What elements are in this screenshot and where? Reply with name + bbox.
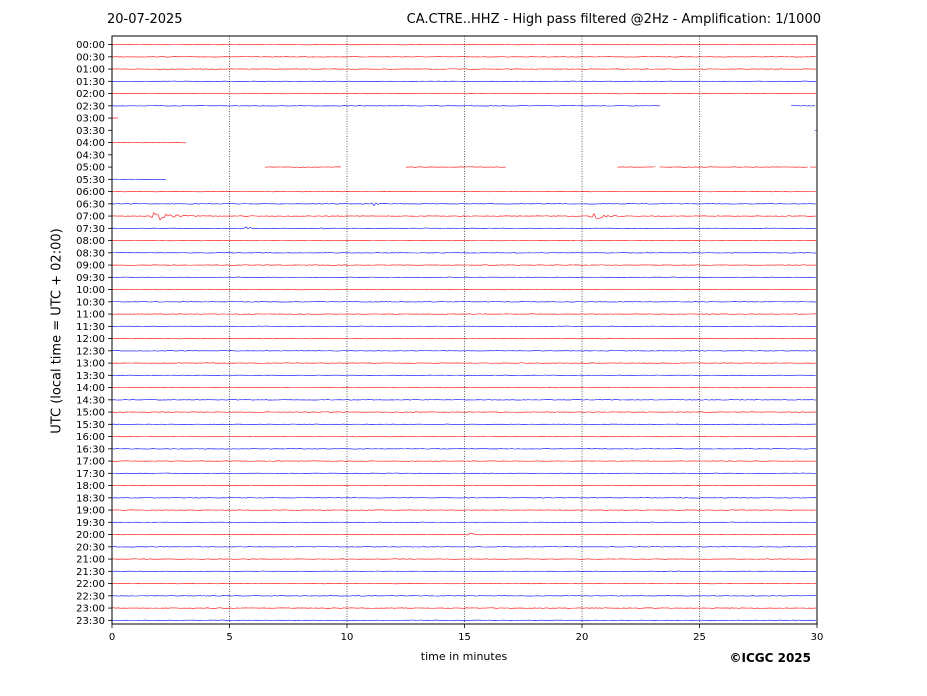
y-tick-label: 14:00 <box>76 383 105 394</box>
x-tick-label: 20 <box>576 632 589 643</box>
y-tick-label: 03:30 <box>76 126 105 137</box>
y-tick-label: 16:00 <box>76 432 105 443</box>
x-tick-label: 10 <box>341 632 354 643</box>
y-tick-label: 10:30 <box>76 297 105 308</box>
y-tick-label: 06:00 <box>76 187 105 198</box>
y-tick-label: 01:30 <box>76 77 105 88</box>
x-tick-label: 30 <box>811 632 824 643</box>
trace-07:30 <box>111 226 817 230</box>
y-tick-label: 20:30 <box>76 542 105 553</box>
y-tick-label: 19:00 <box>76 506 105 517</box>
trace-06:30 <box>111 202 817 207</box>
y-tick-label: 15:30 <box>76 420 105 431</box>
copyright-text: ©ICGC 2025 <box>729 651 811 665</box>
y-axis-label: UTC (local time = UTC + 02:00) <box>49 228 65 434</box>
chart-date: 20-07-2025 <box>107 12 183 27</box>
y-tick-label: 09:30 <box>76 273 105 284</box>
y-tick-label: 00:00 <box>76 40 105 51</box>
chart-title: CA.CTRE..HHZ - High pass filtered @2Hz -… <box>406 12 821 27</box>
x-axis: 0 5 10 15 20 25 30 <box>109 624 824 643</box>
y-tick-label: 02:30 <box>76 101 105 112</box>
y-tick-label: 22:00 <box>76 579 105 590</box>
y-tick-label: 19:30 <box>76 518 105 529</box>
y-tick-label: 14:30 <box>76 395 105 406</box>
y-tick-label: 08:00 <box>76 236 105 247</box>
y-tick-label: 21:00 <box>76 555 105 566</box>
x-tick-label: 0 <box>109 632 115 643</box>
y-tick-label: 11:00 <box>76 310 105 321</box>
y-tick-label: 03:00 <box>76 114 105 125</box>
trace-20:00 <box>111 532 817 536</box>
x-tick-label: 15 <box>458 632 471 643</box>
y-tick-label: 10:00 <box>76 285 105 296</box>
x-tick-label: 5 <box>226 632 232 643</box>
y-tick-label: 15:00 <box>76 408 105 419</box>
y-tick-label: 23:00 <box>76 604 105 615</box>
y-tick-label: 16:30 <box>76 444 105 455</box>
x-tick-label: 25 <box>693 632 706 643</box>
grid-layer <box>229 36 700 624</box>
y-tick-label: 20:00 <box>76 530 105 541</box>
y-tick-label: 00:30 <box>76 52 105 63</box>
trace-16:00 <box>111 436 817 438</box>
y-tick-label: 02:00 <box>76 89 105 100</box>
y-tick-label: 17:00 <box>76 457 105 468</box>
y-tick-label: 07:30 <box>76 224 105 235</box>
y-tick-label: 08:30 <box>76 248 105 259</box>
y-tick-label: 13:30 <box>76 371 105 382</box>
y-tick-label: 04:00 <box>76 138 105 149</box>
y-tick-label: 05:30 <box>76 175 105 186</box>
trace-13:00 <box>111 362 817 364</box>
x-axis-label: time in minutes <box>420 650 508 663</box>
y-tick-label: 23:30 <box>76 616 105 627</box>
y-tick-label: 18:00 <box>76 481 105 492</box>
y-tick-label: 21:30 <box>76 567 105 578</box>
y-tick-label: 22:30 <box>76 591 105 602</box>
y-tick-label: 06:30 <box>76 199 105 210</box>
trace-22:30 <box>111 594 817 597</box>
y-tick-label: 11:30 <box>76 322 105 333</box>
plot-frame <box>111 35 818 625</box>
y-tick-label: 07:00 <box>76 212 105 223</box>
y-tick-label: 17:30 <box>76 469 105 480</box>
y-tick-label: 05:00 <box>76 163 105 174</box>
y-tick-label: 13:00 <box>76 359 105 370</box>
y-tick-label: 12:00 <box>76 334 105 345</box>
trace-07:00 <box>111 212 817 221</box>
y-tick-label: 01:00 <box>76 65 105 76</box>
y-tick-label: 04:30 <box>76 150 105 161</box>
y-tick-label: 12:30 <box>76 346 105 357</box>
y-tick-label: 09:00 <box>76 261 105 272</box>
y-tick-label: 18:30 <box>76 493 105 504</box>
